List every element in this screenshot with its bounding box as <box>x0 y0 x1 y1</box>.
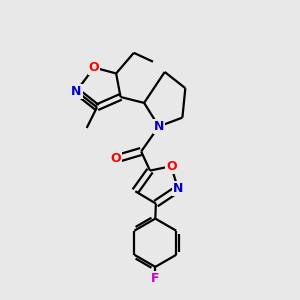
Text: F: F <box>151 272 160 285</box>
Text: N: N <box>154 120 164 133</box>
Text: N: N <box>71 85 82 98</box>
Text: O: O <box>89 61 99 74</box>
Text: O: O <box>111 152 122 165</box>
Text: N: N <box>173 182 183 195</box>
Text: O: O <box>166 160 176 173</box>
